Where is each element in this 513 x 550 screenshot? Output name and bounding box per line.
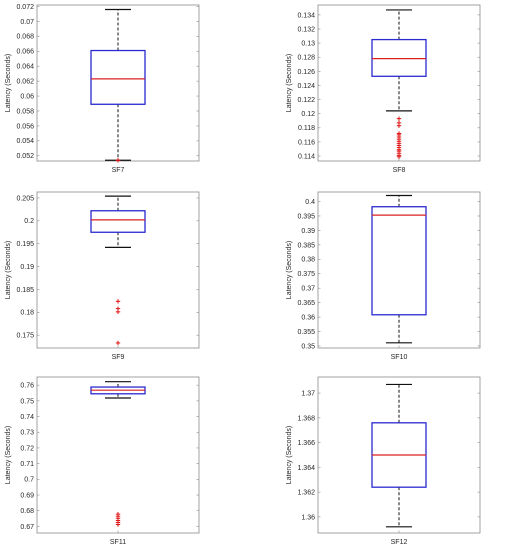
y-tick-label: 1.364 (297, 465, 315, 472)
outlier-marker (115, 522, 121, 527)
y-tick-label: 1.368 (297, 415, 315, 422)
x-category-label: SF7 (112, 167, 125, 174)
boxplot-panel-sf9: 0.175 0.18 0.185 0.19 0.195 0.2 0.205 SF9 Latenc… (5, 191, 200, 361)
y-tick-label: 1.36 (301, 514, 315, 521)
x-category-label: SF8 (393, 167, 406, 174)
y-axis-label: Latency (Seconds) (5, 54, 12, 112)
x-category-label: SF11 (110, 539, 126, 546)
y-tick-label: 0.71 (20, 461, 34, 468)
y-axis-label: Latency (Seconds) (286, 426, 293, 484)
y-tick-label: 0.118 (298, 125, 315, 132)
outlier-marker (115, 309, 121, 315)
y-tick-label: 0.365 (297, 300, 315, 307)
outlier-marker (396, 116, 402, 121)
outlier-marker (115, 340, 121, 346)
y-tick-label: 0.126 (297, 69, 315, 76)
y-tick-label: 0.132 (297, 26, 315, 33)
x-category-label: SF12 (391, 539, 408, 546)
y-tick-label: 0.052 (16, 153, 34, 160)
y-tick-label: 0.39 (301, 228, 315, 235)
y-tick-label: 0.375 (297, 271, 315, 278)
y-tick-label: 0.18 (20, 310, 34, 317)
boxplot-panel-sf10: 0.35 0.355 0.36 0.365 0.37 0.375 0.38 0.385 0.39… (286, 191, 481, 361)
y-tick-label: 0.19 (20, 264, 34, 271)
y-tick-label: 0.72 (20, 445, 34, 452)
y-tick-label: 0.064 (16, 64, 34, 71)
y-tick-label: 0.355 (297, 329, 315, 336)
y-tick-label: 0.068 (16, 34, 34, 41)
y-tick-label: 0.07 (20, 19, 34, 26)
y-tick-label: 0.06 (20, 93, 34, 100)
y-tick-label: 1.366 (297, 440, 315, 447)
y-axis-label: Latency (Seconds) (286, 241, 293, 299)
y-tick-label: 0.175 (16, 333, 34, 340)
boxplot-panel-sf11: 0.67 0.68 0.69 0.7 0.71 0.72 0.73 0.74 0.75 0.76 S… (5, 376, 200, 546)
y-tick-label: 0.69 (20, 492, 34, 499)
y-tick-label: 0.058 (16, 108, 34, 115)
y-tick-label: 0.056 (16, 123, 34, 130)
y-tick-label: 0.35 (301, 343, 315, 350)
y-tick-label: 0.122 (297, 97, 315, 104)
y-tick-label: 0.75 (20, 398, 34, 405)
x-category-label: SF9 (112, 354, 125, 361)
y-tick-label: 0.134 (297, 12, 315, 19)
y-tick-label: 0.128 (297, 55, 315, 62)
y-tick-label: 1.37 (301, 390, 315, 397)
boxplot-panel-sf12: 1.36 1.362 1.364 1.366 1.368 1.37 SF12 Latency … (286, 376, 481, 546)
iqr-box (90, 210, 146, 233)
outlier-marker (115, 158, 121, 163)
boxplot-panel-sf7: 0.052 0.054 0.056 0.058 0.06 0.062 0.064 0.066 0… (5, 4, 200, 174)
y-tick-label: 0.385 (297, 242, 315, 249)
y-tick-label: 0.4 (305, 199, 315, 206)
y-tick-label: 0.066 (16, 49, 34, 56)
iqr-box (371, 206, 427, 316)
y-tick-label: 0.73 (20, 430, 34, 437)
y-axis-label: Latency (Seconds) (5, 426, 12, 484)
y-tick-label: 0.37 (301, 286, 315, 293)
y-tick-label: 0.054 (16, 138, 34, 145)
y-tick-label: 0.2 (24, 218, 34, 225)
y-tick-label: 0.205 (16, 195, 34, 202)
boxplot-panel-sf8: 0.114 0.116 0.118 0.12 0.122 0.124 0.126 0.128 0… (286, 4, 481, 174)
outlier-marker (115, 299, 121, 304)
y-tick-label: 0.195 (16, 241, 34, 248)
y-tick-label: 0.13 (301, 41, 315, 48)
y-tick-label: 1.362 (297, 490, 315, 497)
y-tick-label: 0.114 (298, 153, 315, 160)
y-tick-label: 0.76 (20, 383, 34, 390)
x-category-label: SF10 (391, 354, 408, 361)
y-tick-label: 0.395 (297, 213, 315, 220)
y-tick-label: 0.68 (20, 508, 34, 515)
iqr-box (90, 49, 146, 105)
y-tick-label: 0.185 (16, 287, 34, 294)
iqr-box (371, 38, 427, 77)
y-axis-label: Latency (Seconds) (286, 54, 293, 112)
axes-frame (36, 191, 200, 349)
y-tick-label: 0.74 (20, 414, 34, 421)
y-tick-label: 0.12 (301, 111, 315, 118)
y-tick-label: 0.7 (24, 477, 34, 484)
outlier-marker (396, 123, 402, 128)
outlier-marker (396, 154, 402, 159)
y-tick-label: 0.124 (297, 83, 315, 90)
axes-frame (36, 376, 200, 534)
y-tick-label: 0.116 (298, 139, 315, 146)
y-tick-label: 0.36 (301, 314, 315, 321)
y-tick-label: 0.38 (301, 257, 315, 264)
y-tick-label: 0.062 (16, 79, 34, 86)
y-tick-label: 0.072 (16, 4, 34, 11)
y-tick-label: 0.67 (20, 524, 34, 531)
y-axis-label: Latency (Seconds) (5, 241, 12, 299)
